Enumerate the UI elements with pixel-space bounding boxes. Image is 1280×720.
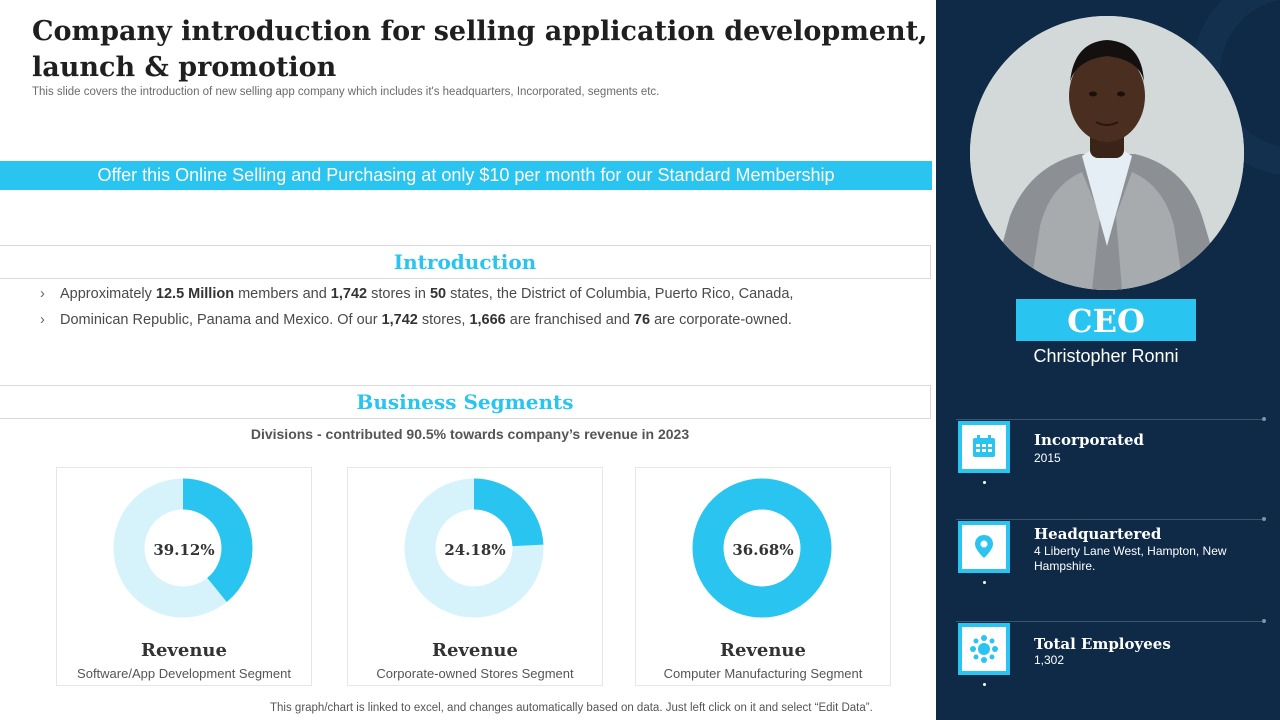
team-network-icon xyxy=(970,635,998,663)
intro-bold-value: 1,742 xyxy=(330,286,368,302)
intro-text: members and xyxy=(234,286,331,302)
bullet-dot xyxy=(983,683,986,686)
info-value: 2015 xyxy=(1034,451,1061,465)
intro-bold-value: 76 xyxy=(633,312,651,328)
donut-chart[interactable] xyxy=(692,478,832,618)
info-label: Incorporated xyxy=(1034,431,1145,449)
divisions-caption: Divisions - contributed 90.5% towards co… xyxy=(250,426,690,442)
ceo-name: Christopher Ronni xyxy=(1033,346,1179,366)
info-total-employees: Total Employees 1,302 xyxy=(956,619,1276,701)
icon-tile xyxy=(962,425,1006,469)
divider-line xyxy=(956,519,1264,520)
card-title: Revenue xyxy=(141,640,227,661)
segment-label: Software/App Development Segment xyxy=(77,666,291,681)
icon-tile xyxy=(962,627,1006,671)
donut-chart[interactable] xyxy=(113,478,253,618)
donut-chart[interactable] xyxy=(404,478,544,618)
ceo-portrait-illustration xyxy=(970,16,1244,290)
ceo-photo xyxy=(970,16,1244,290)
divider-line xyxy=(956,419,1264,420)
info-value: 1,302 xyxy=(1034,653,1065,667)
intro-line-2: › Dominican Republic, Panama and Mexico. … xyxy=(40,312,792,328)
donut-slice[interactable] xyxy=(113,478,253,618)
donut-card-manufacturing[interactable]: 36.68% Revenue Computer Manufacturing Se… xyxy=(635,467,891,686)
location-pin-icon xyxy=(975,535,993,558)
intro-text: are franchised and xyxy=(505,312,634,328)
divider-dot xyxy=(1262,619,1266,623)
intro-bold-value: 12.5 Million xyxy=(155,286,235,302)
donut-card-stores[interactable]: 24.18% Revenue Corporate-owned Stores Se… xyxy=(347,467,603,686)
intro-text: stores, xyxy=(417,312,470,328)
introduction-heading: Introduction xyxy=(0,245,931,279)
calendar-icon xyxy=(973,435,995,457)
info-label: Total Employees xyxy=(1034,635,1171,653)
intro-bold-value: 1,666 xyxy=(469,312,506,328)
icon-tile xyxy=(962,525,1006,569)
intro-text: stores in xyxy=(367,286,430,302)
business-segments-heading: Business Segments xyxy=(0,385,931,419)
intro-bold-value: 1,742 xyxy=(381,312,418,328)
donut-slice[interactable] xyxy=(692,478,832,618)
chevron-right-icon: › xyxy=(40,286,45,302)
chevron-right-icon: › xyxy=(40,312,45,328)
donut-slice[interactable] xyxy=(404,478,544,618)
intro-text: states, the District of Columbia, Puerto… xyxy=(446,286,794,302)
divider-dot xyxy=(1262,517,1266,521)
membership-offer-banner: Offer this Online Selling and Purchasing… xyxy=(0,161,932,190)
divider-dot xyxy=(1262,417,1266,421)
chart-footnote: This graph/chart is linked to excel, and… xyxy=(270,702,873,714)
segment-label: Computer Manufacturing Segment xyxy=(663,666,863,681)
donut-value-label: 24.18% xyxy=(444,541,506,559)
intro-text: are corporate-owned. xyxy=(650,312,792,328)
intro-bold-value: 50 xyxy=(429,286,447,302)
bullet-dot xyxy=(983,581,986,584)
card-title: Revenue xyxy=(720,640,806,661)
info-headquartered: Headquartered 4 Liberty Lane West, Hampt… xyxy=(956,517,1276,599)
info-value: 4 Liberty Lane West, Hampton, New Hampsh… xyxy=(1034,544,1227,573)
info-incorporated: Incorporated 2015 xyxy=(956,417,1276,499)
icon-frame xyxy=(958,421,1010,473)
donut-value-label: 39.12% xyxy=(153,541,215,559)
page-subtitle: This slide covers the introduction of ne… xyxy=(32,86,660,98)
ceo-profile-panel: CEO Christopher Ronni Incorporated xyxy=(936,0,1280,720)
info-label: Headquartered xyxy=(1034,525,1162,543)
intro-text: Approximately xyxy=(60,286,156,302)
icon-frame xyxy=(958,623,1010,675)
page-title: Company introduction for selling applica… xyxy=(32,16,928,83)
intro-line-1: › Approximately 12.5 Million members and … xyxy=(40,286,793,302)
ceo-badge: CEO xyxy=(1016,299,1196,341)
donut-value-label: 36.68% xyxy=(732,541,794,559)
segment-label: Corporate-owned Stores Segment xyxy=(376,666,574,681)
icon-frame xyxy=(958,521,1010,573)
intro-text: Dominican Republic, Panama and Mexico. O… xyxy=(60,312,382,328)
divider-line xyxy=(956,621,1264,622)
card-title: Revenue xyxy=(432,640,518,661)
donut-card-software[interactable]: 39.12% Revenue Software/App Development … xyxy=(56,467,312,686)
bullet-dot xyxy=(983,481,986,484)
